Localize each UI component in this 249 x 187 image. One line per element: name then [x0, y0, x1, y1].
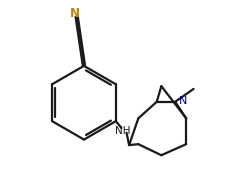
- Text: NH: NH: [116, 126, 131, 136]
- Text: N: N: [69, 7, 79, 20]
- Text: N: N: [179, 96, 187, 106]
